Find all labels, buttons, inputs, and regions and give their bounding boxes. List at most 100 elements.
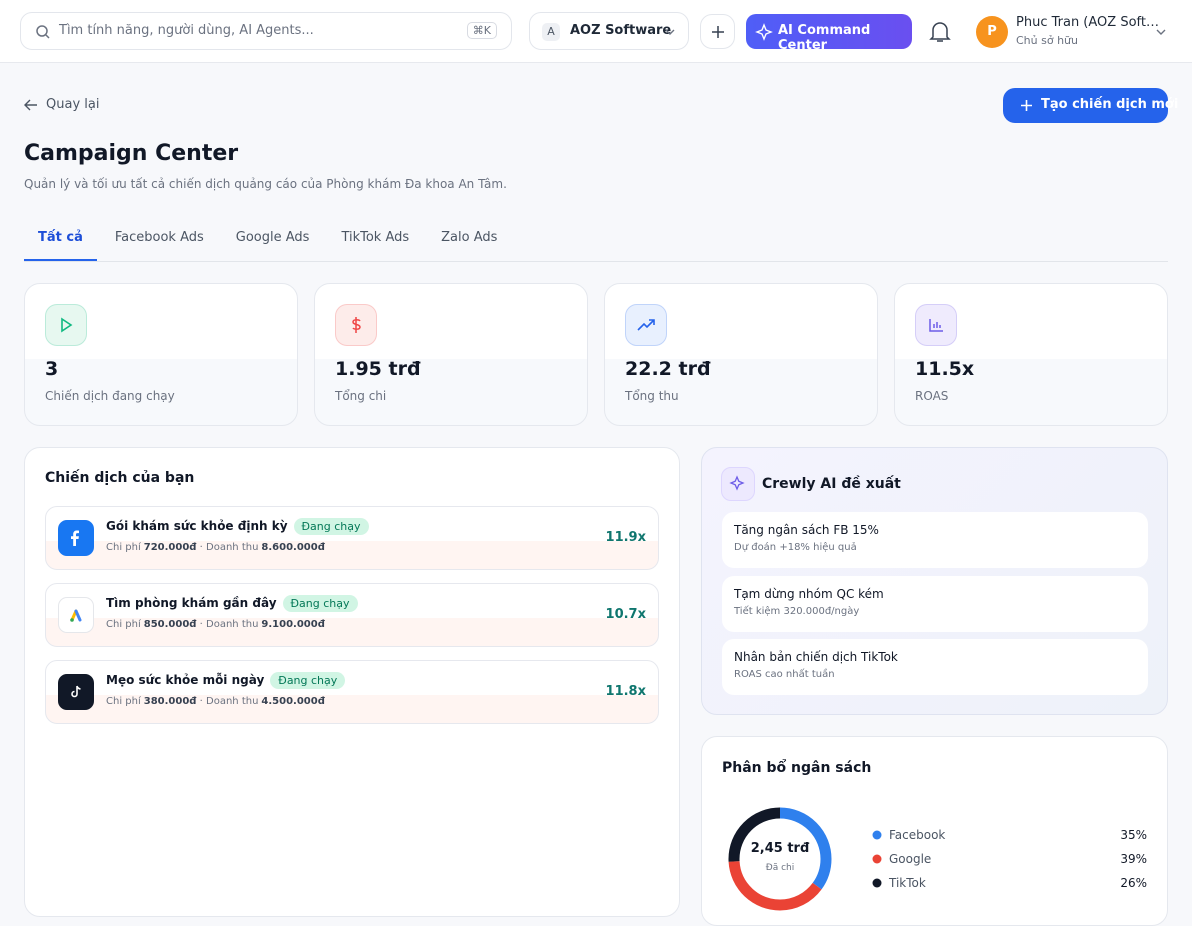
campaign-name: Tìm phòng khám gần đây bbox=[106, 596, 277, 610]
platform-icon bbox=[58, 597, 94, 633]
roas: 11.9x bbox=[605, 530, 646, 545]
suggestion[interactable]: Tăng ngân sách FB 15% Dự đoán +18% hiệu q… bbox=[722, 512, 1148, 568]
tab[interactable]: Facebook Ads bbox=[114, 230, 204, 245]
revenue: 9.100.000đ bbox=[261, 619, 325, 630]
roas: 10.7x bbox=[605, 607, 646, 622]
legend-value: 39% bbox=[1120, 852, 1147, 866]
center-label: Đã chi bbox=[766, 863, 795, 873]
create-label: Tạo chiến dịch mới bbox=[1041, 97, 1179, 112]
suggestion-detail: Dự đoán +18% hiệu quả bbox=[734, 542, 857, 553]
ai-command-label: AI Command Center bbox=[778, 23, 871, 53]
tab-bar: Tất cả Facebook Ads Google Ads TikTok Ads Za… bbox=[24, 222, 1168, 262]
stat-icon bbox=[625, 304, 667, 346]
center-value: 2,45 trđ bbox=[751, 841, 810, 856]
legend-name: TikTok bbox=[888, 876, 926, 890]
legend-dot bbox=[872, 830, 882, 840]
stat-card: 1.95 trđ Tổng chi bbox=[314, 283, 588, 426]
campaign-name: Mẹo sức khỏe mỗi ngày bbox=[106, 673, 265, 687]
revenue-label: Doanh thu bbox=[196, 696, 258, 707]
status-badge: Đang chạy bbox=[270, 672, 346, 689]
stat-label: ROAS bbox=[915, 389, 949, 403]
stat-card: 3 Chiến dịch đang chạy bbox=[24, 283, 298, 426]
stat-icon bbox=[335, 304, 377, 346]
tab[interactable]: Google Ads bbox=[235, 230, 310, 245]
search-placeholder: Tìm tính năng, người dùng, AI Agents... bbox=[59, 23, 314, 38]
suggestion-detail: Tiết kiệm 320.000đ/ngày bbox=[734, 605, 860, 617]
user-role: Chủ sở hữu bbox=[1016, 34, 1078, 47]
status-badge: Đang chạy bbox=[282, 595, 358, 612]
stat-value: 3 bbox=[45, 358, 59, 380]
legend-name: Facebook bbox=[889, 828, 945, 842]
platform-icon bbox=[58, 520, 94, 556]
status-badge: Đang chạy bbox=[293, 518, 369, 535]
create-campaign-button[interactable]: Tạo chiến dịch mới bbox=[1003, 88, 1178, 123]
panel-title: Chiến dịch của bạn bbox=[45, 470, 195, 486]
workspace-name: AOZ Software bbox=[570, 23, 672, 38]
donut-segment bbox=[728, 807, 832, 911]
campaign-title-row: Mẹo sức khỏe mỗi ngày Đang chạy bbox=[106, 672, 346, 689]
suggestion-title: Tạm dừng nhóm QC kém bbox=[734, 586, 884, 601]
ai-panel: Crewly AI đề xuất Tăng ngân sách FB 15% D… bbox=[701, 447, 1168, 715]
suggestion-title: Nhân bản chiến dịch TikTok bbox=[734, 650, 898, 664]
tab[interactable]: Zalo Ads bbox=[441, 230, 498, 245]
stat-icon bbox=[45, 304, 87, 346]
tab[interactable]: TikTok Ads bbox=[341, 230, 410, 245]
cost-label: Chi phí bbox=[106, 696, 141, 707]
stat-card: 11.5x ROAS bbox=[894, 283, 1168, 426]
workspace-selector[interactable]: A AOZ Software bbox=[529, 12, 689, 50]
bell-icon[interactable] bbox=[929, 20, 951, 44]
suggestion[interactable]: Tạm dừng nhóm QC kém Tiết kiệm 320.000đ/n… bbox=[722, 575, 1148, 632]
revenue-label: Doanh thu bbox=[196, 619, 258, 630]
stat-label: Chiến dịch đang chạy bbox=[45, 389, 175, 403]
suggestion-detail: ROAS cao nhất tuần bbox=[734, 669, 835, 680]
add-button[interactable] bbox=[700, 14, 735, 49]
search-box[interactable]: Tìm tính năng, người dùng, AI Agents... … bbox=[20, 12, 512, 50]
campaign-title-row: Tìm phòng khám gần đây Đang chạy bbox=[106, 595, 358, 612]
plus-icon bbox=[1021, 100, 1032, 111]
chevron bbox=[1156, 29, 1166, 35]
cost: 850.000đ bbox=[143, 619, 197, 630]
campaigns-panel: Chiến dịch của bạn Gói khám sức khỏe địn… bbox=[24, 447, 680, 917]
budget-panel: Phân bổ ngân sách 2,45 trđ Đã chi Facebo… bbox=[701, 736, 1168, 926]
cost-label: Chi phí bbox=[106, 542, 141, 553]
ai-command-button[interactable]: AI Command Center bbox=[746, 14, 912, 53]
search-icon bbox=[36, 25, 50, 39]
cost: 720.000đ bbox=[143, 542, 197, 553]
campaign-item[interactable]: Tìm phòng khám gần đây Đang chạy Chi phí 85… bbox=[45, 583, 659, 647]
legend-value: 26% bbox=[1120, 876, 1147, 890]
chevron bbox=[665, 29, 675, 35]
campaign-item[interactable]: Mẹo sức khỏe mỗi ngày Đang chạy Chi phí 380… bbox=[45, 660, 659, 724]
legend-dot bbox=[872, 878, 882, 888]
back-arrow bbox=[24, 99, 37, 111]
legend-dot bbox=[872, 854, 882, 864]
campaign-title-row: Gói khám sức khỏe định kỳ Đang chạy bbox=[106, 518, 369, 535]
avatar[interactable]: P bbox=[976, 16, 1008, 48]
legend-value: 35% bbox=[1120, 828, 1147, 842]
stat-label: Tổng chi bbox=[335, 389, 387, 403]
legend-name: Google bbox=[889, 852, 931, 866]
cost-label: Chi phí bbox=[106, 619, 141, 630]
budget-chart: 2,45 trđ Đã chi Facebook 35% Google 39% TikT… bbox=[728, 807, 1147, 911]
stat-icon bbox=[915, 304, 957, 346]
cost: 380.000đ bbox=[143, 696, 197, 707]
stat-value: 22.2 trđ bbox=[625, 358, 711, 380]
tab[interactable]: Tất cả bbox=[24, 230, 97, 261]
revenue: 4.500.000đ bbox=[261, 696, 325, 707]
stat-value: 11.5x bbox=[915, 358, 975, 380]
campaign-item[interactable]: Gói khám sức khỏe định kỳ Đang chạy Chi ph… bbox=[45, 506, 659, 570]
workspace-initial: A bbox=[542, 23, 560, 41]
suggestion[interactable]: Nhân bản chiến dịch TikTok ROAS cao nhất … bbox=[722, 639, 1148, 695]
stat-label: Tổng thu bbox=[625, 389, 679, 403]
page-title: Campaign Center bbox=[24, 141, 239, 166]
revenue-label: Doanh thu bbox=[196, 542, 258, 553]
ai-icon bbox=[721, 467, 755, 501]
stat-value: 1.95 trđ bbox=[335, 358, 421, 380]
campaign-name: Gói khám sức khỏe định kỳ bbox=[106, 519, 288, 533]
shortcut: ⌘K bbox=[466, 22, 497, 39]
header: Tìm tính năng, người dùng, AI Agents... … bbox=[0, 0, 1192, 63]
roas: 11.8x bbox=[605, 684, 646, 699]
sparkle-icon bbox=[755, 23, 773, 41]
